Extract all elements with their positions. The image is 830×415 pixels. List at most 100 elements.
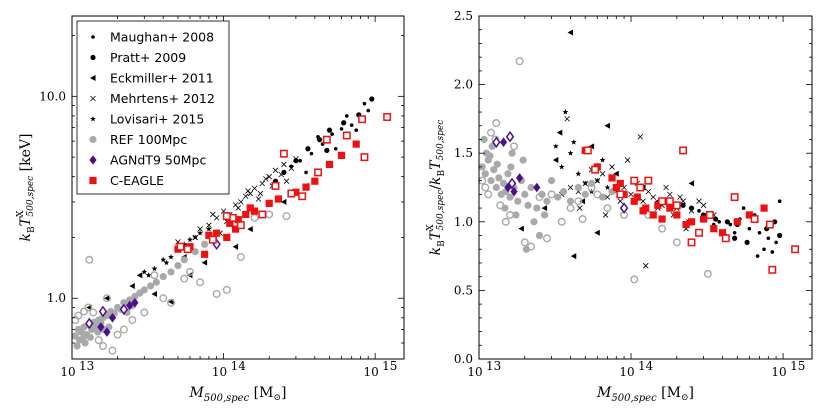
data-point: [292, 188, 300, 196]
data-point: [304, 170, 308, 175]
data-point: [176, 242, 185, 251]
data-point: [168, 254, 174, 260]
legend-label: Maughan+ 2008: [110, 30, 214, 45]
data-point: [223, 233, 231, 242]
data-point: [358, 115, 367, 124]
legend-label: Mehrtens+ 2012: [110, 91, 215, 106]
data-point: [89, 308, 98, 317]
data-point: [721, 234, 730, 243]
data-point: [283, 178, 290, 184]
data-point: [747, 226, 752, 231]
data-point: [210, 211, 216, 218]
data-point: [630, 176, 639, 185]
data-point: [524, 201, 532, 209]
data-point: [688, 205, 695, 211]
data-point: [140, 286, 148, 294]
data-point: [492, 136, 501, 148]
data-point: [514, 197, 522, 205]
data-point: [85, 255, 94, 264]
data-point: [579, 198, 586, 205]
x-axis-label-symbol: M: [596, 385, 612, 401]
data-point: [630, 275, 639, 284]
y-axis-label: kBTX500,spec/kBT500,spec: [426, 120, 447, 256]
data-point: [265, 199, 273, 207]
data-point: [774, 240, 778, 245]
data-point: [535, 231, 544, 240]
x-axis-label-bracket: ]: [689, 385, 694, 401]
data-point: [352, 140, 360, 148]
polygon: [90, 75, 96, 81]
data-point: [236, 253, 245, 262]
data-point: [732, 230, 737, 235]
data-point: [730, 193, 739, 202]
data-point: [288, 165, 295, 172]
data-point: [242, 210, 250, 219]
data-point: [666, 204, 674, 212]
data-point: [644, 176, 653, 185]
data-point: [628, 191, 634, 198]
data-point: [604, 184, 611, 190]
data-point: [547, 190, 556, 199]
data-point: [777, 232, 783, 239]
data-point: [128, 316, 137, 325]
data-point: [495, 174, 503, 182]
data-point: [533, 204, 541, 212]
data-point: [235, 205, 242, 211]
data-point: [73, 342, 81, 350]
data-point: [86, 304, 92, 311]
data-point: [506, 210, 515, 219]
data-point: [344, 114, 349, 118]
data-point: [762, 247, 766, 252]
data-point: [705, 210, 714, 219]
data-point: [250, 213, 259, 222]
series-pratt-2009: [272, 96, 375, 184]
x-axis-label-sun: ⊙: [273, 393, 281, 403]
data-point: [645, 188, 652, 195]
data-point: [168, 298, 174, 305]
data-point: [232, 243, 239, 250]
data-point: [519, 156, 527, 164]
data-point: [197, 230, 203, 236]
data-point: [687, 218, 696, 226]
data-point: [490, 166, 498, 174]
data-point: [658, 224, 667, 233]
data-point: [741, 206, 746, 210]
data-point: [79, 335, 87, 343]
data-point: [206, 226, 212, 232]
data-point: [119, 303, 129, 316]
data-point: [120, 299, 128, 307]
data-point: [85, 317, 94, 330]
y-tick-label: 2.5: [454, 9, 473, 23]
data-point: [562, 109, 569, 115]
data-point: [94, 336, 103, 345]
data-point: [594, 177, 601, 184]
data-point: [126, 300, 134, 311]
data-point: [505, 130, 515, 143]
data-point: [636, 183, 645, 192]
data-point: [108, 312, 117, 323]
data-point: [141, 268, 148, 275]
data-point: [535, 193, 544, 202]
y-axis-label-part: T: [428, 229, 444, 240]
data-point: [533, 182, 541, 193]
legend-label: REF 100Mpc: [110, 132, 187, 147]
data-point: [777, 199, 782, 204]
data-point: [680, 202, 686, 208]
data-point: [362, 101, 367, 106]
data-point: [688, 180, 695, 187]
data-point: [520, 238, 529, 247]
data-point: [150, 271, 159, 280]
data-point: [559, 188, 568, 196]
data-point: [234, 216, 242, 224]
data-point: [322, 135, 331, 144]
data-point: [341, 120, 347, 126]
data-point: [481, 170, 489, 178]
legend-marker: [90, 95, 96, 102]
data-point: [791, 245, 800, 254]
data-point: [167, 268, 175, 276]
data-point: [274, 195, 283, 203]
y-axis-label-part: B: [27, 226, 37, 233]
data-point: [687, 238, 696, 247]
data-point: [238, 199, 244, 205]
x-tick-label: 10: [771, 365, 786, 379]
